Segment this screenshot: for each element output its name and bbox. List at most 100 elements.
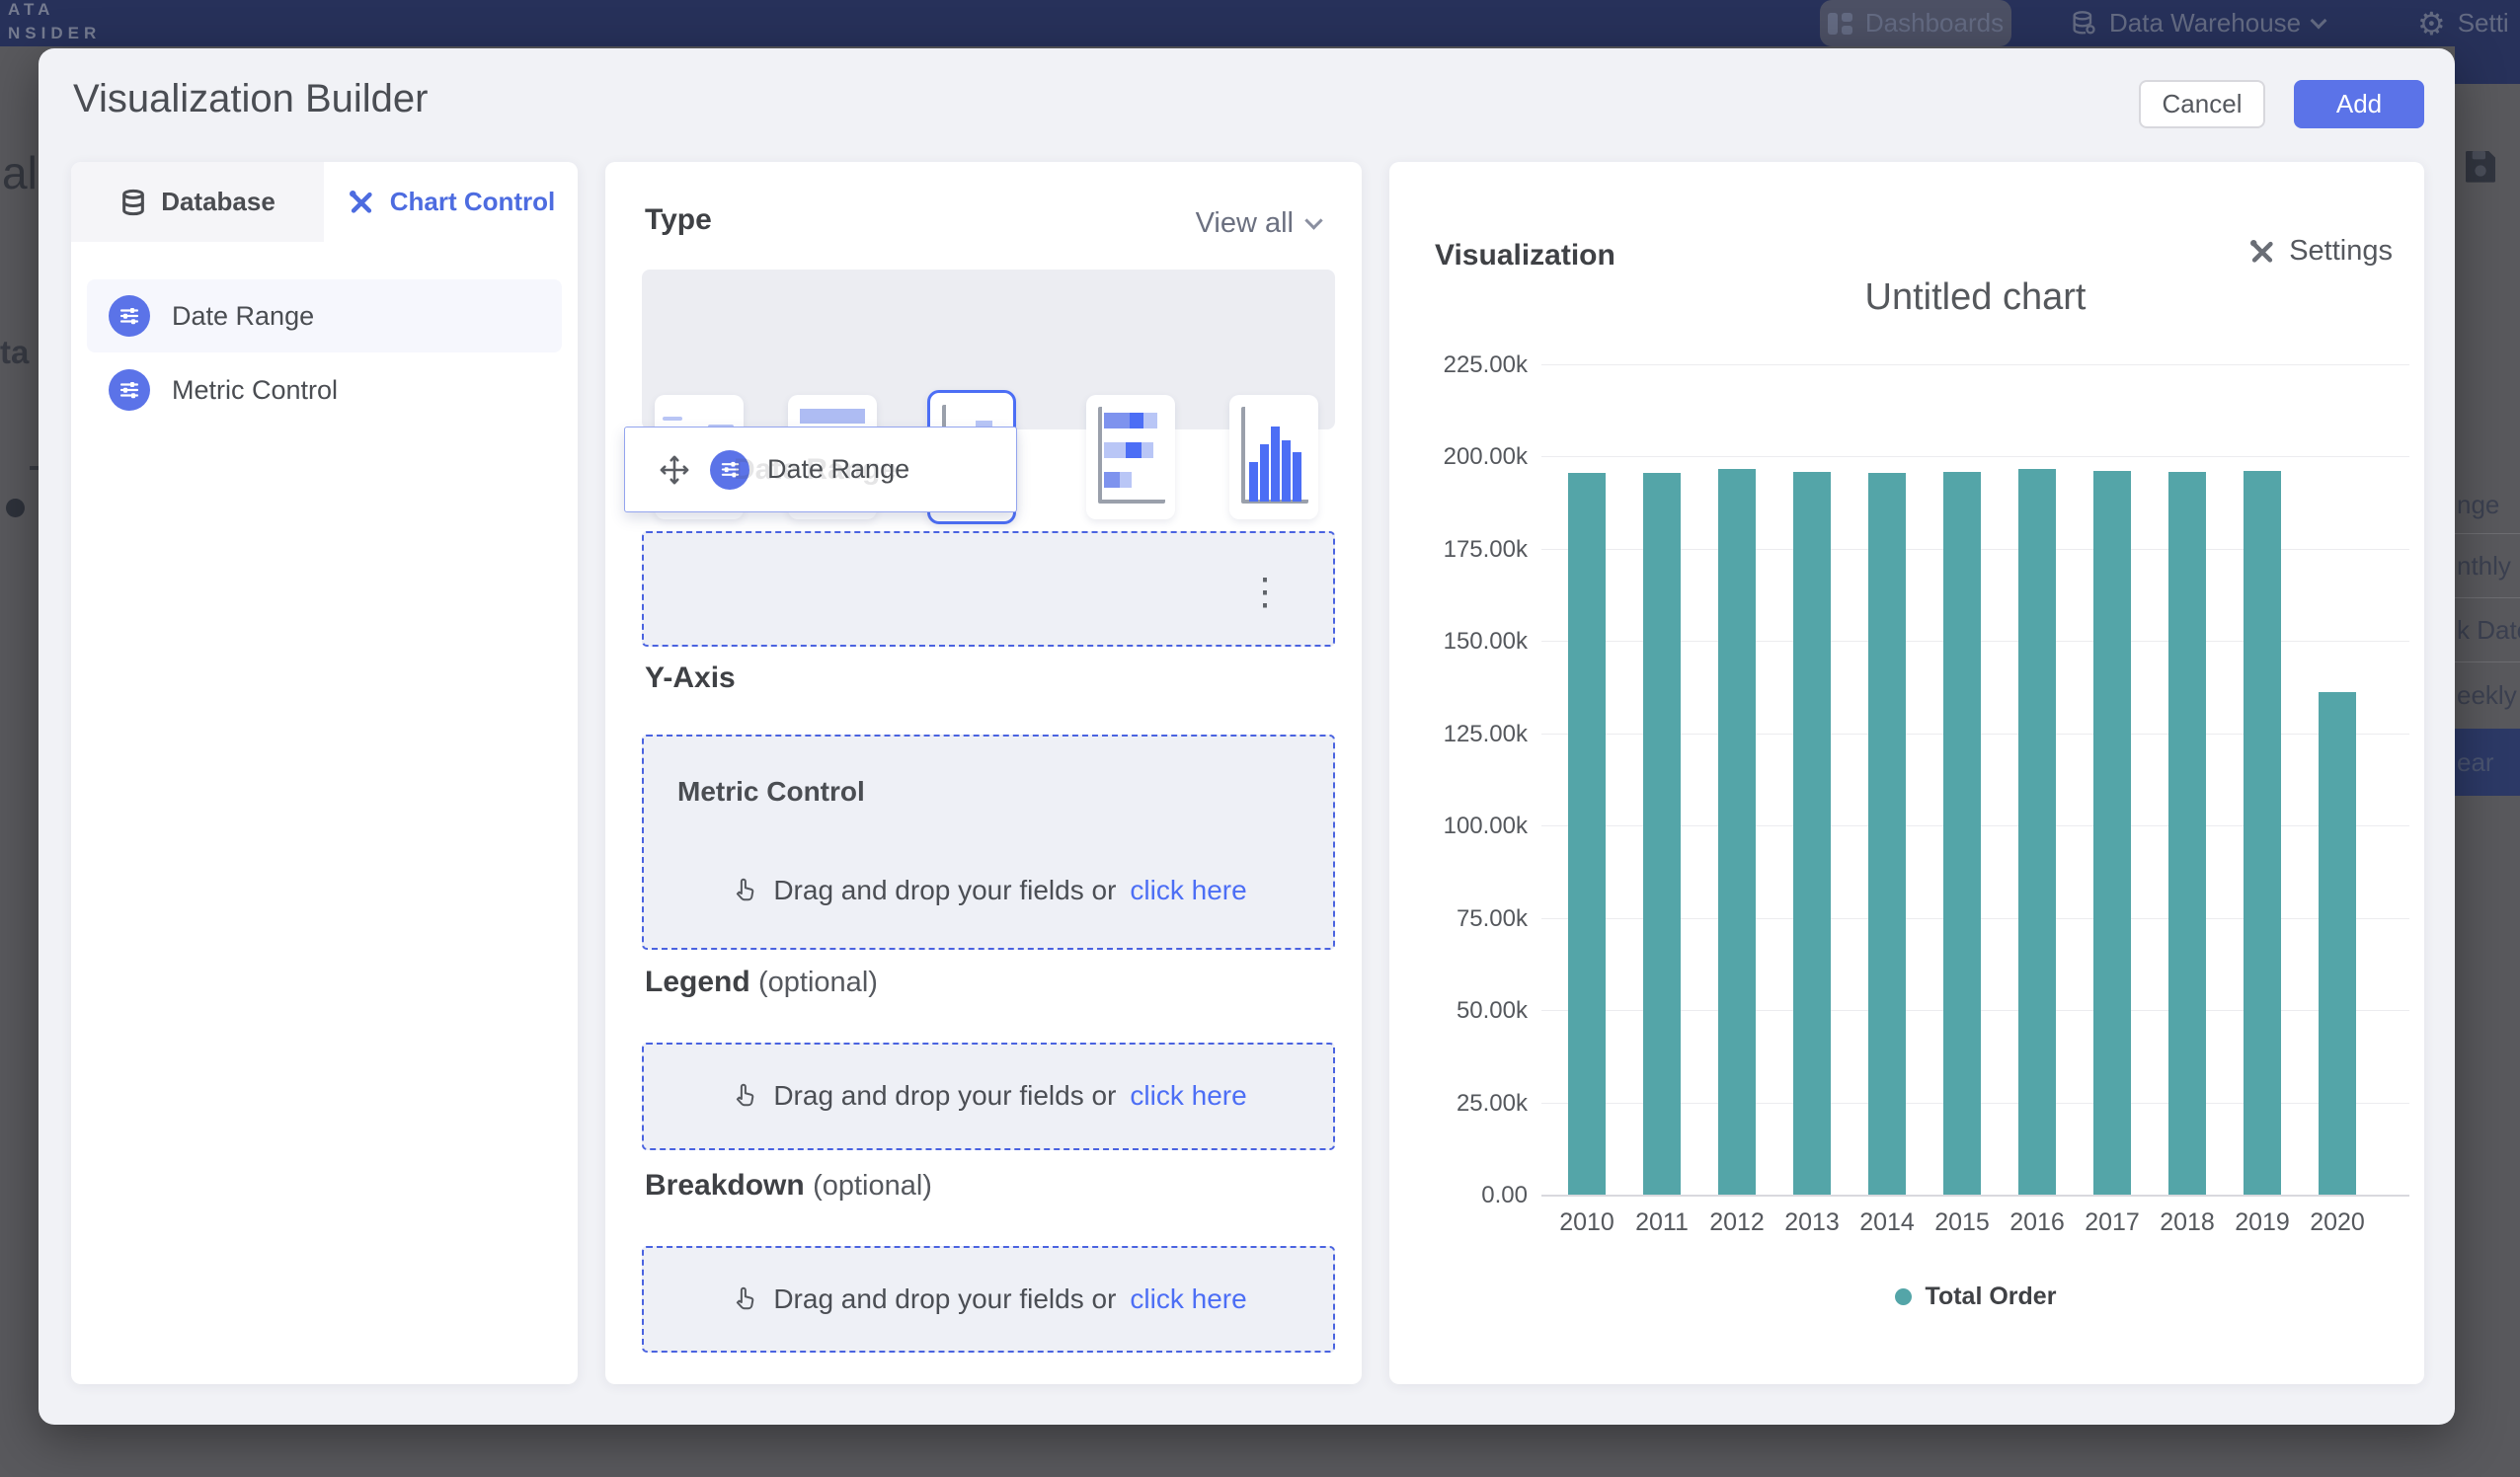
field-item-metric-control[interactable]: Metric Control bbox=[87, 353, 562, 427]
chevron-down-icon bbox=[1304, 210, 1323, 230]
settings-label: Settings bbox=[2289, 235, 2393, 267]
y-axis-section-label: Y-Axis bbox=[645, 661, 736, 694]
background-heading-fragment: al bbox=[2, 147, 38, 198]
visualization-builder-modal: Visualization Builder Cancel Add Databas… bbox=[39, 48, 2455, 1425]
drop-hint-text: Drag and drop your fields or bbox=[773, 875, 1117, 905]
y-tick-label: 100.00k bbox=[1443, 813, 1528, 840]
nav-settings[interactable]: ⚙ Setti bbox=[2417, 0, 2509, 46]
more-options-icon[interactable]: ⋮ bbox=[1246, 572, 1284, 613]
add-button[interactable]: Add bbox=[2294, 80, 2424, 128]
optional-hint: (optional) bbox=[813, 1170, 932, 1202]
field-label: Date Range bbox=[172, 300, 315, 331]
x-tick-label: 2017 bbox=[2085, 1208, 2140, 1236]
nav-settings-label: Setti bbox=[2457, 8, 2509, 38]
chevron-down-icon bbox=[2310, 12, 2327, 29]
x-tick-label: 2020 bbox=[2310, 1208, 2365, 1236]
x-axis-baseline bbox=[1541, 1195, 2409, 1197]
settings-button[interactable]: Settings bbox=[2247, 235, 2393, 268]
background-list-item: k Date bbox=[2457, 614, 2520, 645]
tune-icon bbox=[109, 369, 150, 411]
field-item-date-range[interactable]: Date Range bbox=[87, 279, 562, 352]
nav-data-warehouse-label: Data Warehouse bbox=[2109, 8, 2302, 38]
divider bbox=[2455, 661, 2520, 662]
chart-bar-2015 bbox=[1943, 472, 1981, 1195]
divider bbox=[2455, 533, 2520, 534]
visualization-panel: Visualization Settings Untitled chart To… bbox=[1389, 162, 2424, 1384]
x-tick-label: 2018 bbox=[2160, 1208, 2215, 1236]
optional-hint: (optional) bbox=[758, 967, 878, 998]
y-tick-label: 50.00k bbox=[1456, 997, 1528, 1025]
click-here-link[interactable]: click here bbox=[1130, 1283, 1247, 1314]
x-tick-label: 2016 bbox=[2009, 1208, 2065, 1236]
database-icon bbox=[122, 189, 145, 215]
chip-label: Date Range bbox=[767, 454, 910, 484]
y-tick-label: 175.00k bbox=[1443, 535, 1528, 563]
fields-panel: Database Chart Control Date Range Metric… bbox=[71, 162, 578, 1384]
y-tick-label: 125.00k bbox=[1443, 720, 1528, 747]
move-icon bbox=[660, 455, 689, 484]
breakdown-section-label: Breakdown (optional) bbox=[645, 1169, 932, 1202]
hand-pointer-icon bbox=[737, 1083, 754, 1107]
x-tick-label: 2014 bbox=[1859, 1208, 1915, 1236]
drop-hint-text: Drag and drop your fields or bbox=[773, 1080, 1117, 1111]
legend-series-label: Total Order bbox=[1925, 1283, 2057, 1310]
background-banner-fragment bbox=[2455, 46, 2520, 84]
y-tick-label: 25.00k bbox=[1456, 1089, 1528, 1117]
nav-data-warehouse[interactable]: Data Warehouse bbox=[2070, 0, 2327, 46]
chart-type-stacked-bar[interactable] bbox=[1086, 395, 1175, 519]
x-tick-label: 2013 bbox=[1784, 1208, 1840, 1236]
y-tick-label: 200.00k bbox=[1443, 443, 1528, 471]
visualization-header: Visualization bbox=[1435, 239, 1615, 272]
background-list-item: nthly bbox=[2457, 550, 2511, 581]
x-axis-dropzone[interactable]: ⋮ bbox=[642, 531, 1335, 647]
logo-line-1: ATA bbox=[8, 0, 55, 19]
chart-legend: Total Order bbox=[1541, 1283, 2409, 1311]
chart-bar-2010 bbox=[1568, 473, 1606, 1195]
view-all-dropdown[interactable]: View all bbox=[1195, 207, 1323, 240]
hand-pointer-icon bbox=[737, 1286, 754, 1310]
divider bbox=[2455, 597, 2520, 598]
nav-dashboards[interactable]: Dashboards bbox=[1820, 0, 2011, 46]
drag-ghost-label: Date Range bbox=[734, 452, 898, 486]
gear-icon: ⚙ bbox=[2417, 5, 2446, 41]
cancel-button[interactable]: Cancel bbox=[2139, 80, 2265, 128]
chart-bar-2013 bbox=[1793, 472, 1831, 1195]
dragged-field-chip-date-range[interactable]: Date Range Date Range bbox=[624, 427, 1017, 512]
chart-bar-2016 bbox=[2018, 469, 2056, 1195]
save-icon[interactable] bbox=[2461, 146, 2500, 186]
tools-icon bbox=[349, 190, 372, 213]
click-here-link[interactable]: click here bbox=[1130, 875, 1247, 905]
modal-title: Visualization Builder bbox=[73, 77, 429, 120]
click-here-link[interactable]: click here bbox=[1130, 1080, 1247, 1111]
legend-dot bbox=[1894, 1288, 1912, 1305]
drop-hint-text: Drag and drop your fields or bbox=[773, 1283, 1117, 1314]
chart-type-carousel[interactable]: Word Cloud bbox=[642, 270, 1335, 524]
chart-title: Untitled chart bbox=[1864, 276, 2087, 318]
legend-dropzone[interactable]: Drag and drop your fields or click here bbox=[642, 1043, 1335, 1150]
background-text-fragment: ta bbox=[0, 334, 30, 370]
background-list-item: eekly bbox=[2457, 679, 2517, 710]
background-bullet-dot bbox=[6, 499, 25, 517]
background-list-item: nge bbox=[2457, 489, 2500, 519]
hand-pointer-icon bbox=[737, 878, 754, 901]
bar-chart: Untitled chart Total Order 225.00k 200.00… bbox=[1389, 162, 2424, 1384]
background-list-item-selected: ear bbox=[2455, 729, 2520, 796]
app-logo: ATA NSIDER bbox=[8, 0, 101, 45]
nav-dashboards-label: Dashboards bbox=[1864, 8, 2005, 38]
y-tick-label: 150.00k bbox=[1443, 628, 1528, 656]
y-tick-label: 225.00k bbox=[1443, 351, 1528, 378]
chart-bar-2012 bbox=[1718, 469, 1756, 1195]
tab-database[interactable]: Database bbox=[71, 162, 324, 242]
view-all-label: View all bbox=[1195, 207, 1294, 239]
type-section-label: Type bbox=[645, 203, 712, 236]
chart-bar-2014 bbox=[1868, 473, 1906, 1195]
chart-type-histogram[interactable] bbox=[1229, 395, 1318, 519]
x-tick-label: 2015 bbox=[1934, 1208, 1990, 1236]
y-axis-dropzone[interactable]: Metric Control Drag and drop your fields… bbox=[642, 735, 1335, 950]
breakdown-dropzone[interactable]: Drag and drop your fields or click here bbox=[642, 1246, 1335, 1353]
y-tick-label: 75.00k bbox=[1456, 904, 1528, 932]
tune-icon bbox=[710, 449, 749, 490]
chart-bar-2019 bbox=[2244, 471, 2281, 1195]
tab-chart-control[interactable]: Chart Control bbox=[324, 162, 578, 242]
chart-bar-2011 bbox=[1643, 473, 1681, 1195]
